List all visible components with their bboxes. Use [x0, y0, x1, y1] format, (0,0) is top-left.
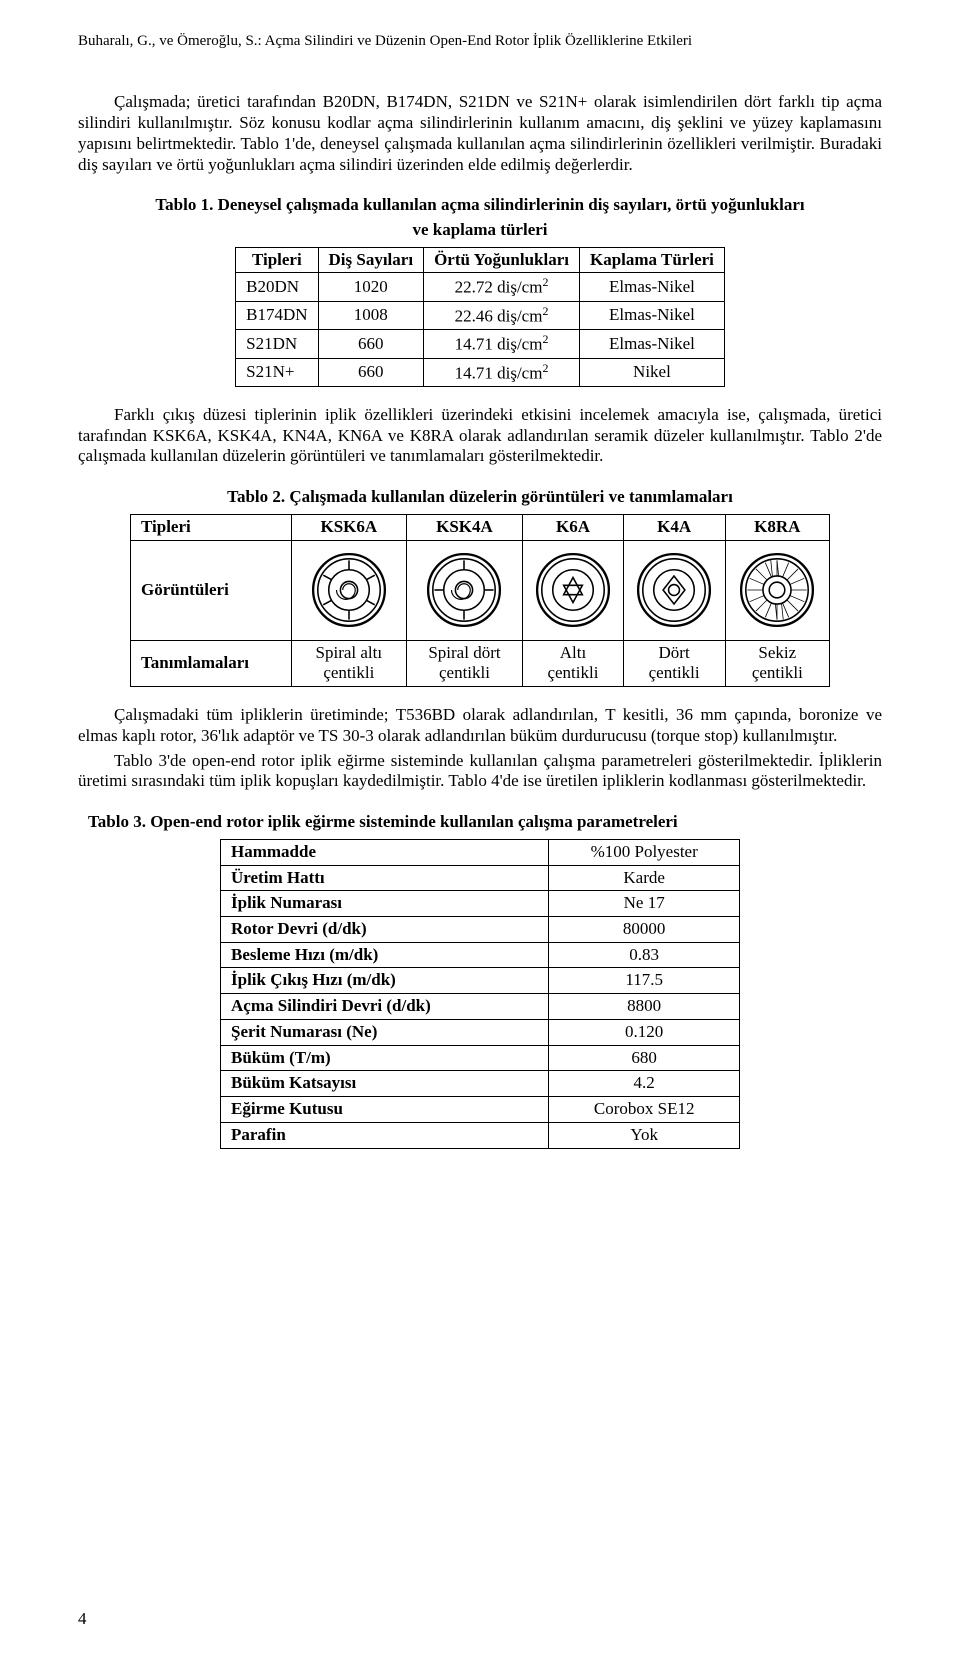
table-row: Üretim HattıKarde: [221, 865, 740, 891]
t3r6c0: Açma Silindiri Devri (d/dk): [221, 994, 549, 1020]
nozzle-image-k8ra: [725, 540, 829, 640]
paragraph-2: Farklı çıkış düzesi tiplerinin iplik öze…: [78, 405, 882, 467]
t1r1c1: 1008: [318, 301, 424, 329]
t3r10c1: Corobox SE12: [549, 1097, 740, 1123]
page-number: 4: [78, 1609, 87, 1630]
t3r8c1: 680: [549, 1045, 740, 1071]
table-row: B174DN 1008 22.46 diş/cm2 Elmas-Nikel: [236, 301, 725, 329]
t3r11c1: Yok: [549, 1122, 740, 1148]
nozzle-image-k6a: [523, 540, 623, 640]
t3r7c0: Şerit Numarası (Ne): [221, 1019, 549, 1045]
t1r3c1: 660: [318, 358, 424, 386]
paragraph-1: Çalışmada; üretici tarafından B20DN, B17…: [78, 92, 882, 175]
t2-desc-3: Dört çentikli: [623, 640, 725, 686]
nozzle-image-ksk4a: [406, 540, 523, 640]
t1r3c2: 14.71 diş/cm2: [424, 358, 580, 386]
t3r1c1: Karde: [549, 865, 740, 891]
t3r2c0: İplik Numarası: [221, 891, 549, 917]
table-row: İplik NumarasıNe 17: [221, 891, 740, 917]
t3r9c0: Büküm Katsayısı: [221, 1071, 549, 1097]
t1r2c0: S21DN: [236, 330, 318, 358]
running-header: Buharalı, G., ve Ömeroğlu, S.: Açma Sili…: [78, 32, 882, 50]
table-row: Büküm (T/m)680: [221, 1045, 740, 1071]
t3r7c1: 0.120: [549, 1019, 740, 1045]
nozzle-icon: [310, 551, 388, 629]
t2-row-imglabel: Görüntüleri: [131, 540, 292, 640]
t1-h0: Tipleri: [236, 247, 318, 273]
table-row: S21DN 660 14.71 diş/cm2 Elmas-Nikel: [236, 330, 725, 358]
table-row: Hammadde%100 Polyester: [221, 839, 740, 865]
t3r2c1: Ne 17: [549, 891, 740, 917]
t2-h1: KSK6A: [292, 514, 407, 540]
table-row: Rotor Devri (d/dk)80000: [221, 917, 740, 943]
t3r4c1: 0.83: [549, 942, 740, 968]
table-row: B20DN 1020 22.72 diş/cm2 Elmas-Nikel: [236, 273, 725, 301]
t3r11c0: Parafin: [221, 1122, 549, 1148]
table-1: Tipleri Diş Sayıları Örtü Yoğunlukları K…: [235, 247, 725, 387]
table-row: İplik Çıkış Hızı (m/dk)117.5: [221, 968, 740, 994]
table-row: Büküm Katsayısı4.2: [221, 1071, 740, 1097]
t1-h1: Diş Sayıları: [318, 247, 424, 273]
t3r9c1: 4.2: [549, 1071, 740, 1097]
t3r10c0: Eğirme Kutusu: [221, 1097, 549, 1123]
table-row: Besleme Hızı (m/dk)0.83: [221, 942, 740, 968]
table-row: Görüntüleri: [131, 540, 830, 640]
table-row: S21N+ 660 14.71 diş/cm2 Nikel: [236, 358, 725, 386]
table-3: Hammadde%100 Polyester Üretim HattıKarde…: [220, 839, 740, 1149]
paragraph-3b: Tablo 3'de open-end rotor iplik eğirme s…: [78, 751, 882, 792]
t1r0c1: 1020: [318, 273, 424, 301]
t2-h2: KSK4A: [406, 514, 523, 540]
t1-h2: Örtü Yoğunlukları: [424, 247, 580, 273]
table3-caption: Tablo 3. Open-end rotor iplik eğirme sis…: [88, 812, 882, 833]
t2-desc-0: Spiral altı çentikli: [292, 640, 407, 686]
t3r4c0: Besleme Hızı (m/dk): [221, 942, 549, 968]
t3r6c1: 8800: [549, 994, 740, 1020]
nozzle-icon: [425, 551, 503, 629]
t3r0c1: %100 Polyester: [549, 839, 740, 865]
t3r5c0: İplik Çıkış Hızı (m/dk): [221, 968, 549, 994]
table1-caption-line2: ve kaplama türleri: [78, 220, 882, 241]
t1r2c3: Elmas-Nikel: [580, 330, 725, 358]
t2-row-desclabel: Tanımlamaları: [131, 640, 292, 686]
table-row: Tanımlamaları Spiral altı çentikli Spira…: [131, 640, 830, 686]
table2-caption: Tablo 2. Çalışmada kullanılan düzelerin …: [78, 487, 882, 508]
nozzle-image-k4a: [623, 540, 725, 640]
table-row: Açma Silindiri Devri (d/dk)8800: [221, 994, 740, 1020]
table-row: ParafinYok: [221, 1122, 740, 1148]
table-row: Eğirme KutusuCorobox SE12: [221, 1097, 740, 1123]
table1-caption-line1: Tablo 1. Deneysel çalışmada kullanılan a…: [78, 195, 882, 216]
t3r3c0: Rotor Devri (d/dk): [221, 917, 549, 943]
t3r1c0: Üretim Hattı: [221, 865, 549, 891]
table-2: Tipleri KSK6A KSK4A K6A K4A K8RA Görüntü…: [130, 514, 830, 687]
t1r1c0: B174DN: [236, 301, 318, 329]
t1r2c1: 660: [318, 330, 424, 358]
t3r0c0: Hammadde: [221, 839, 549, 865]
t1r0c0: B20DN: [236, 273, 318, 301]
t3r8c0: Büküm (T/m): [221, 1045, 549, 1071]
t1-h3: Kaplama Türleri: [580, 247, 725, 273]
nozzle-icon: [534, 551, 612, 629]
nozzle-icon: [738, 551, 816, 629]
t1r1c3: Elmas-Nikel: [580, 301, 725, 329]
table-row: Şerit Numarası (Ne)0.120: [221, 1019, 740, 1045]
t1r0c2: 22.72 diş/cm2: [424, 273, 580, 301]
t1r3c3: Nikel: [580, 358, 725, 386]
t2-h5: K8RA: [725, 514, 829, 540]
t2-desc-2: Altı çentikli: [523, 640, 623, 686]
t2-h0: Tipleri: [131, 514, 292, 540]
paragraph-3a: Çalışmadaki tüm ipliklerin üretiminde; T…: [78, 705, 882, 746]
t2-desc-1: Spiral dört çentikli: [406, 640, 523, 686]
t1r3c0: S21N+: [236, 358, 318, 386]
t1r1c2: 22.46 diş/cm2: [424, 301, 580, 329]
t2-h3: K6A: [523, 514, 623, 540]
t3r5c1: 117.5: [549, 968, 740, 994]
t3r3c1: 80000: [549, 917, 740, 943]
t1r0c3: Elmas-Nikel: [580, 273, 725, 301]
nozzle-icon: [635, 551, 713, 629]
t2-desc-4: Sekiz çentikli: [725, 640, 829, 686]
t2-h4: K4A: [623, 514, 725, 540]
nozzle-image-ksk6a: [292, 540, 407, 640]
t1r2c2: 14.71 diş/cm2: [424, 330, 580, 358]
